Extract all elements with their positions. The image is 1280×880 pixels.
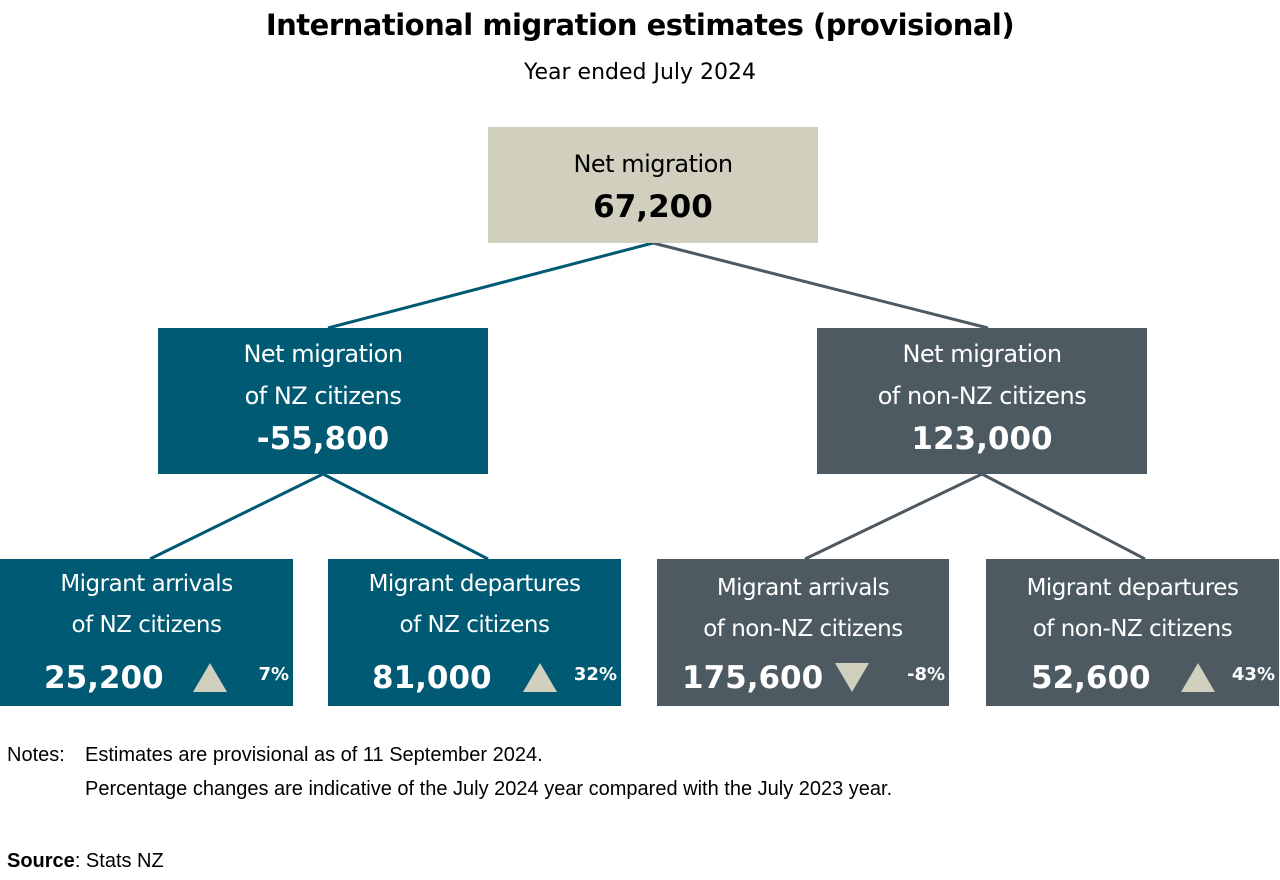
nz-arrivals-box: Migrant arrivals of NZ citizens 25,200 7… — [0, 559, 293, 706]
connector-nonnz-arrivals — [804, 472, 983, 561]
box-value: 52,600 — [1031, 660, 1151, 696]
net-migration-nonnz-box: Net migration of non-NZ citizens 123,000 — [817, 328, 1147, 474]
percent-change: -8% — [906, 664, 945, 685]
chart-title: International migration estimates (provi… — [265, 8, 1015, 42]
box-label: of non-NZ citizens — [703, 616, 903, 642]
connector-nz-arrivals — [149, 472, 324, 561]
box-label: of NZ citizens — [399, 612, 550, 638]
box-value: 25,200 — [44, 660, 164, 696]
connector-nz-departures — [322, 472, 489, 561]
source-text: : Stats NZ — [74, 850, 164, 872]
percent-change: 43% — [1231, 664, 1275, 685]
box-label: Migrant arrivals — [716, 575, 890, 601]
connector-top-right — [652, 241, 989, 330]
box-value: 123,000 — [911, 421, 1053, 457]
net-migration-box: Net migration 67,200 — [488, 127, 818, 243]
triangle-up-icon — [193, 663, 227, 692]
percent-change: 32% — [573, 664, 617, 685]
net-migration-nz-box: Net migration of NZ citizens -55,800 — [158, 328, 488, 474]
triangle-down-icon — [835, 663, 869, 692]
box-label: Net migration — [243, 340, 403, 368]
box-label: Net migration — [573, 150, 733, 178]
connector-top-left — [327, 241, 654, 330]
box-label: of NZ citizens — [244, 382, 402, 410]
notes-line-1: Estimates are provisional as of 11 Septe… — [85, 744, 543, 766]
box-value: 67,200 — [593, 189, 713, 225]
nonnz-arrivals-box: Migrant arrivals of non-NZ citizens 175,… — [657, 559, 949, 706]
nonnz-departures-box: Migrant departures of non-NZ citizens 52… — [986, 559, 1279, 706]
box-label: of non-NZ citizens — [1032, 616, 1233, 642]
chart-subtitle: Year ended July 2024 — [523, 60, 757, 85]
triangle-up-icon — [1181, 663, 1215, 692]
percent-change: 7% — [258, 664, 289, 685]
source-line: Source: Stats NZ — [7, 850, 164, 873]
box-label: of NZ citizens — [71, 612, 222, 638]
notes-line-2: Percentage changes are indicative of the… — [85, 778, 893, 800]
box-value: 81,000 — [372, 660, 492, 696]
box-label: Migrant departures — [368, 571, 581, 597]
notes-label: Notes: — [7, 744, 65, 766]
box-value: -55,800 — [256, 421, 390, 457]
box-label: Migrant departures — [1026, 575, 1239, 601]
box-label: of non-NZ citizens — [877, 382, 1087, 410]
box-label: Net migration — [902, 340, 1062, 368]
source-label: Source — [7, 850, 75, 872]
box-value: 175,600 — [682, 660, 824, 696]
nz-departures-box: Migrant departures of NZ citizens 81,000… — [328, 559, 621, 706]
triangle-up-icon — [523, 663, 557, 692]
box-label: Migrant arrivals — [60, 571, 233, 597]
connector-nonnz-departures — [981, 472, 1146, 561]
